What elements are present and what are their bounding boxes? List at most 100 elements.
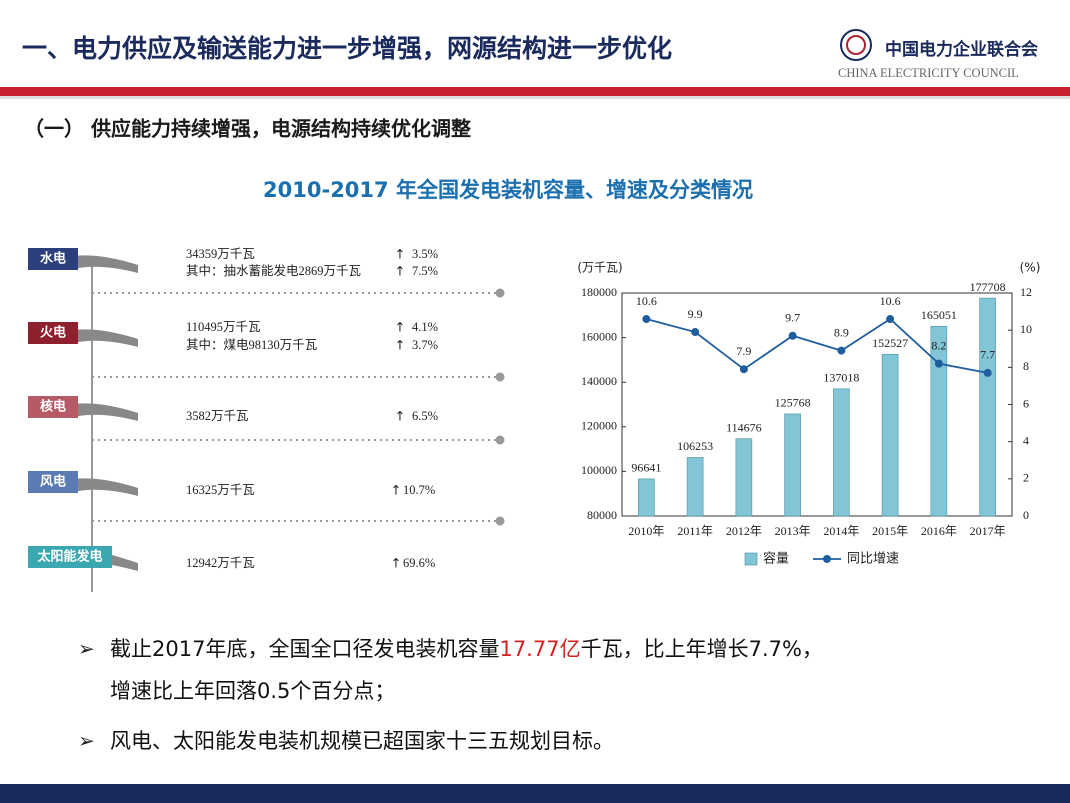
tag-label: 火电 (40, 325, 66, 341)
tag-swoosh (73, 329, 138, 347)
bullet-text: 增速比上年回落0.5个百分点； (110, 679, 395, 703)
line-marker (642, 315, 651, 324)
bar (735, 438, 753, 517)
growth-text: 69.6% (403, 556, 435, 570)
bar (930, 326, 948, 517)
tag (28, 396, 78, 418)
y-tick-label: 160000 (581, 329, 617, 343)
bar (881, 353, 899, 517)
arrow-up: ↑ (395, 248, 406, 263)
tag-label: 核电 (40, 399, 66, 415)
growth-text: 3.7% (412, 338, 438, 352)
plot-frame (621, 292, 1013, 517)
footer-bar (0, 784, 1070, 803)
bar (686, 457, 704, 517)
y-tick-label: 80000 (587, 508, 617, 522)
growth-text: 7.5% (412, 264, 438, 278)
figure-title: 2010-2017 年全国发电装机容量、增速及分类情况 (263, 178, 753, 202)
legend-swatch (744, 552, 758, 566)
header-shadow (0, 96, 1070, 99)
line-label: 7.7 (980, 348, 995, 362)
line-label: 8.2 (931, 338, 946, 352)
legend-label: 同比增速 (847, 552, 899, 567)
arrow-up: ↑ (395, 265, 406, 280)
bar-label: 152527 (872, 336, 908, 350)
line-label: 10.6 (880, 294, 901, 308)
line-marker (788, 331, 797, 340)
bar-label: 114676 (726, 420, 762, 434)
arrow-up: ↑ (395, 339, 406, 354)
tag-swoosh (73, 255, 138, 273)
bar (638, 478, 655, 517)
line (646, 317, 988, 374)
bar-label: 125768 (775, 396, 811, 410)
tag (28, 248, 78, 270)
y2-tick-label: 8 (1023, 359, 1029, 373)
arrow-up: ↑ (391, 484, 402, 499)
line-marker (886, 315, 895, 324)
line-marker (691, 328, 700, 337)
line-label: 8.9 (834, 325, 849, 339)
capacity-text: 3582万千瓦 (186, 409, 249, 423)
capacity-text: 12942万千瓦 (186, 556, 255, 570)
bullet: 截止2017年底，全国全口径发电装机容量17.77亿千瓦，比上年增长7.7%， (110, 637, 823, 661)
tag-label: 水电 (40, 251, 66, 267)
capacity-text: 110495万千瓦 (186, 320, 261, 334)
arrow-up: ↑ (395, 410, 406, 425)
legend-label: 容量 (763, 551, 789, 567)
tag-label: 风电 (40, 474, 66, 490)
line-marker (934, 359, 943, 368)
tag (28, 471, 78, 493)
capacity-text: 其中：抽水蓄能发电2869万千瓦 (186, 263, 361, 278)
bar-label: 165051 (921, 308, 957, 322)
legend-swatch (823, 555, 831, 563)
y2-axis-label: (%) (1020, 261, 1041, 275)
x-tick-label: 2012年 (726, 524, 762, 538)
y2-tick-label: 12 (1020, 285, 1032, 299)
y2-tick-label: 0 (1023, 508, 1029, 522)
bar-label: 177708 (970, 280, 1006, 294)
tag (28, 322, 78, 344)
x-tick-label: 2011年 (677, 524, 713, 538)
y2-tick-label: 6 (1023, 396, 1029, 410)
logo (846, 35, 866, 55)
section-title: （一） 供应能力持续增强，电源结构持续优化调整 (24, 117, 471, 141)
line-label: 7.9 (736, 344, 751, 358)
line-label: 9.7 (785, 310, 800, 324)
line-marker (837, 346, 846, 355)
separator-dot (495, 516, 505, 526)
header-bar (0, 87, 1070, 96)
tag-label: 太阳能发电 (36, 549, 102, 565)
tag-swoosh (105, 553, 138, 571)
capacity-text: 其中：煤电98130万千瓦 (186, 337, 317, 352)
bar-label: 137018 (823, 371, 859, 385)
separator-dot (495, 288, 505, 298)
bullet-text: 千瓦，比上年增长7.7%， (581, 637, 823, 661)
growth-text: 6.5% (412, 409, 438, 423)
capacity-text: 34359万千瓦 (186, 247, 255, 261)
tag-swoosh (73, 403, 138, 421)
line-label: 9.9 (688, 307, 703, 321)
bullet-icon: ➢ (78, 637, 95, 661)
y2-tick-label: 2 (1023, 471, 1029, 485)
y2-tick-label: 10 (1020, 322, 1032, 336)
y-tick-label: 140000 (581, 374, 617, 388)
capacity-text: 16325万千瓦 (186, 483, 255, 497)
y-axis-label: (万千瓦) (577, 261, 622, 275)
growth-text: 4.1% (412, 320, 438, 334)
x-tick-label: 2016年 (921, 524, 957, 538)
y-tick-label: 180000 (581, 285, 617, 299)
bar (833, 388, 850, 517)
x-tick-label: 2010年 (628, 524, 664, 538)
arrow-up: ↑ (391, 557, 402, 572)
line-marker (739, 365, 748, 374)
bar-label: 106253 (677, 439, 713, 453)
y-tick-label: 120000 (581, 419, 617, 433)
bullet-icon: ➢ (78, 729, 95, 753)
line-label: 10.6 (636, 294, 657, 308)
y-tick-label: 100000 (581, 463, 617, 477)
x-tick-label: 2013年 (775, 524, 811, 538)
x-tick-label: 2015年 (872, 524, 908, 538)
line-marker (983, 368, 992, 377)
